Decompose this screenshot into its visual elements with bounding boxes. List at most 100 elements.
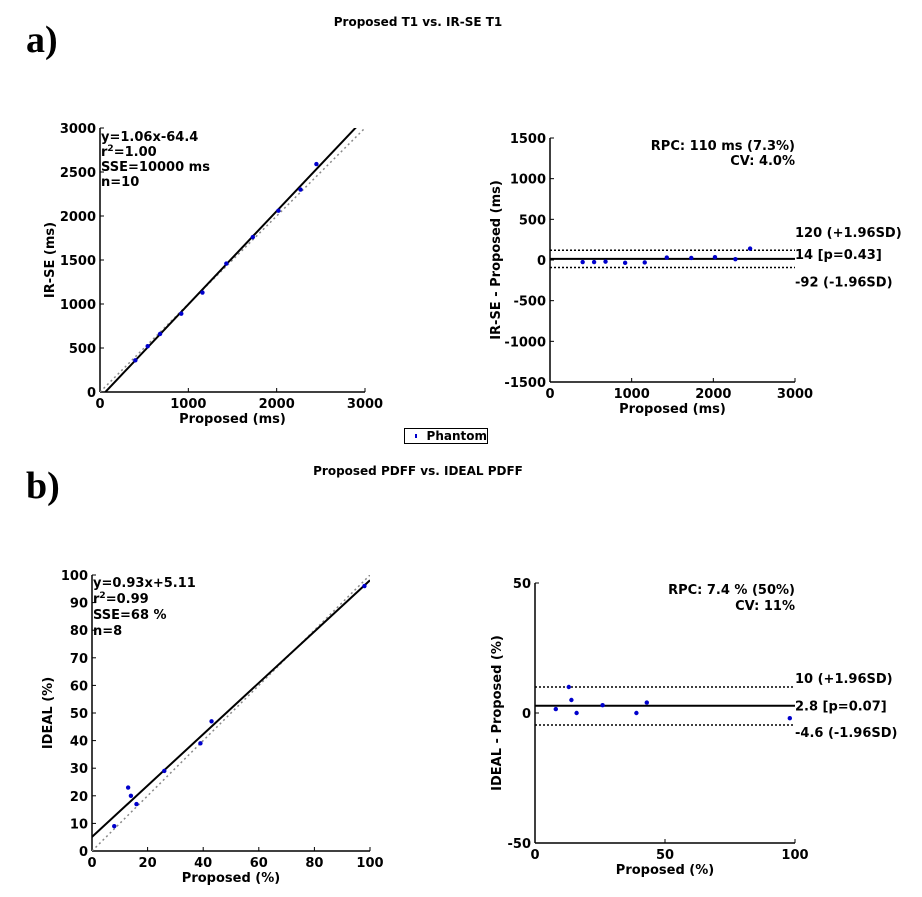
x-tick-label: 100 <box>781 848 808 863</box>
stat-text: CV: 11% <box>735 599 795 614</box>
data-point <box>128 793 134 798</box>
limit-label: -92 (-1.96SD) <box>795 275 893 290</box>
data-point <box>298 187 303 192</box>
fit-line <box>92 579 370 838</box>
data-point <box>314 161 319 167</box>
y-tick-label: 50 <box>70 707 88 722</box>
x-tick-label: 0 <box>545 387 554 402</box>
y-tick-label: 2500 <box>60 166 96 181</box>
x-tick-label: 50 <box>656 848 674 863</box>
data-point <box>145 344 150 349</box>
y-tick-label: 0 <box>79 845 88 860</box>
data-point <box>733 256 738 262</box>
y-tick-label: 50 <box>513 577 531 592</box>
data-point <box>787 716 792 721</box>
data-point <box>642 260 647 265</box>
data-point <box>224 261 229 266</box>
stat-text: SSE=10000 ms <box>101 160 210 175</box>
stat-text: n=10 <box>101 175 139 190</box>
data-point <box>622 260 628 266</box>
data-point <box>574 710 579 716</box>
data-point <box>134 801 139 807</box>
data-point <box>580 259 585 265</box>
stat-text: r2=1.00 <box>101 144 157 160</box>
data-point <box>664 255 669 260</box>
y-tick-label: -1000 <box>504 335 546 350</box>
legend: Phantom <box>404 428 488 444</box>
y-tick-label: 40 <box>70 735 88 750</box>
data-point <box>644 700 649 705</box>
y-axis-label: IR-SE - Proposed (ms) <box>489 180 504 340</box>
limit-label: 10 (+1.96SD) <box>795 672 893 687</box>
y-axis-label: IDEAL (%) <box>41 677 56 749</box>
x-tick-label: 3000 <box>777 387 813 402</box>
y-tick-label: 90 <box>70 597 88 612</box>
y-axis-label: IDEAL - Proposed (%) <box>490 635 505 791</box>
data-point <box>200 290 205 295</box>
x-tick-label: 1000 <box>170 397 206 412</box>
legend-label: Phantom <box>426 429 487 443</box>
limit-label: 120 (+1.96SD) <box>795 226 902 241</box>
x-tick-label: 60 <box>250 856 268 871</box>
y-tick-label: 2000 <box>60 210 96 225</box>
limit-label: 2.8 [p=0.07] <box>795 700 887 715</box>
x-tick-label: 0 <box>530 848 539 863</box>
panel-label-a: a) <box>26 19 58 61</box>
stat-text: SSE=68 % <box>93 608 167 623</box>
data-point <box>209 719 214 724</box>
y-tick-label: 1500 <box>60 254 96 269</box>
limit-label: -4.6 (-1.96SD) <box>795 726 897 741</box>
stat-text: y=1.06x-64.4 <box>101 130 198 145</box>
data-point <box>276 208 281 213</box>
y-tick-label: -500 <box>513 295 546 310</box>
data-point <box>569 697 574 703</box>
x-tick-label: 3000 <box>347 397 383 412</box>
y-tick-label: 100 <box>61 569 88 584</box>
data-point <box>179 311 184 316</box>
data-point <box>157 331 163 337</box>
y-tick-label: 0 <box>522 707 531 722</box>
y-tick-label: 20 <box>70 790 88 805</box>
y-tick-label: -50 <box>508 837 532 852</box>
data-point <box>689 255 694 261</box>
data-point <box>250 234 256 240</box>
data-point <box>162 768 167 774</box>
chart-a-ba: 0 1000 2000 3000 -1500 -1000 -500 0 500 1000 1500 P… <box>489 132 902 417</box>
y-tick-label: 3000 <box>60 122 96 137</box>
x-axis-label: Proposed (ms) <box>179 412 286 427</box>
y-tick-label: 10 <box>70 817 88 832</box>
x-tick-label: 2000 <box>695 387 731 402</box>
data-point <box>600 703 605 708</box>
x-tick-label: 0 <box>87 856 96 871</box>
y-tick-label: -1500 <box>504 376 546 391</box>
y-tick-label: 1500 <box>510 132 546 147</box>
plot-lines <box>100 128 365 392</box>
data-point <box>566 684 571 690</box>
data-point <box>112 823 117 829</box>
stat-text: RPC: 7.4 % (50%) <box>668 583 795 598</box>
x-tick-label: 1000 <box>614 387 650 402</box>
y-tick-label: 1000 <box>60 298 96 313</box>
legend-marker <box>415 434 417 438</box>
stat-text: CV: 4.0% <box>730 154 795 169</box>
y-tick-label: 30 <box>70 762 88 777</box>
data-point <box>362 583 367 589</box>
figure-title-a: Proposed T1 vs. IR-SE T1 <box>333 15 503 29</box>
y-tick-label: 70 <box>70 652 88 667</box>
stat-text: y=0.93x+5.11 <box>93 576 196 591</box>
y-tick-label: 80 <box>70 624 88 639</box>
stat-text: RPC: 110 ms (7.3%) <box>651 139 795 154</box>
panel-label-b: b) <box>26 465 60 507</box>
stat-text: r2=0.99 <box>93 591 149 607</box>
data-point <box>125 785 131 790</box>
chart-a-corr: 0 1000 2000 3000 0 500 1000 1500 2000 2500 3000 Pro… <box>43 122 383 427</box>
x-tick-label: 80 <box>305 856 323 871</box>
data-point <box>133 358 138 363</box>
y-axis-label: IR-SE (ms) <box>43 222 58 298</box>
y-tick-label: 500 <box>69 342 96 357</box>
x-tick-label: 100 <box>356 856 383 871</box>
y-tick-label: 1000 <box>510 173 546 188</box>
x-axis-label: Proposed (%) <box>616 863 714 878</box>
